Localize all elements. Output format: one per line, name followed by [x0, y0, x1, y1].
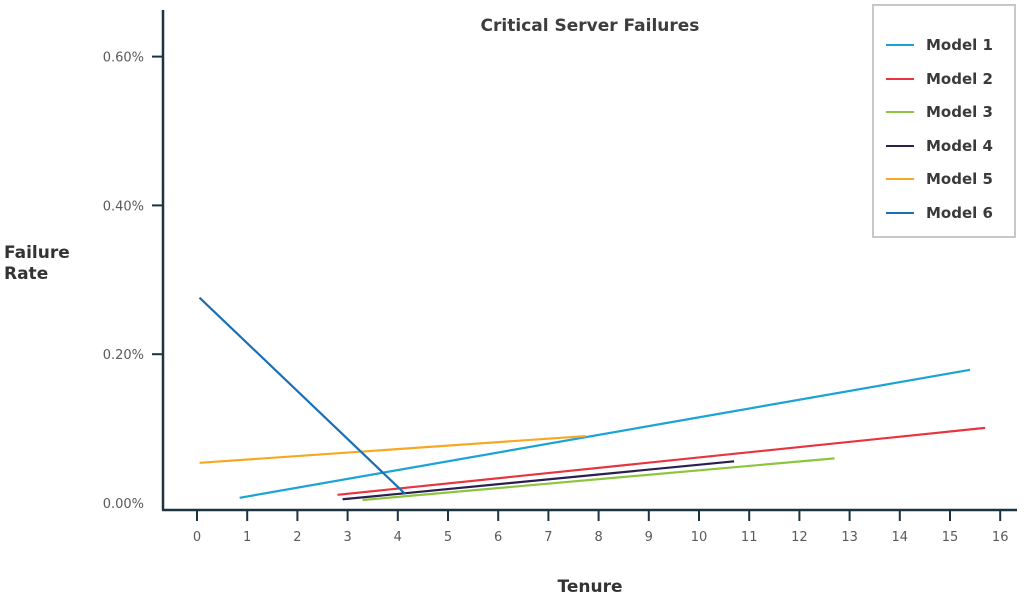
legend-swatch-icon: [886, 111, 914, 114]
y-tick-label: 0.40%: [103, 199, 144, 214]
legend-label: Model 3: [926, 103, 993, 122]
x-tick-label: 3: [343, 530, 351, 545]
legend-item: Model 1: [886, 35, 993, 55]
y-tick-label: 0.20%: [103, 348, 144, 363]
legend: Model 1 Model 2 Model 3 Model 4 Model 5 Model…: [872, 4, 1016, 238]
axes: [161, 10, 1017, 512]
series-model-5: [199, 434, 587, 464]
y-axis-title-line1: Failure: [4, 243, 70, 263]
x-tick-label: 2: [293, 530, 301, 545]
x-tick-label: 13: [841, 530, 858, 545]
x-tick-label: 5: [444, 530, 452, 545]
legend-item: Model 6: [886, 203, 993, 223]
y-tick-label: 0.60%: [103, 51, 144, 66]
legend-swatch-icon: [886, 77, 914, 80]
x-tick-label: 7: [544, 530, 552, 545]
legend-label: Model 2: [926, 69, 993, 88]
legend-item: Model 3: [886, 102, 993, 122]
series-model-1: [239, 368, 971, 499]
series-model-4: [342, 460, 735, 501]
legend-label: Model 4: [926, 136, 993, 155]
y-axis-title: Failure Rate: [4, 243, 70, 284]
x-tick-label: 6: [494, 530, 502, 545]
x-axis-ticks: 0 1 2 3 4 5 6 7 8 9 10 11 12 13 14 15 16: [193, 510, 1009, 545]
x-tick-label: 1: [243, 530, 251, 545]
x-tick-label: 14: [892, 530, 909, 545]
x-tick-label: 15: [942, 530, 959, 545]
x-tick-label: 4: [394, 530, 402, 545]
legend-label: Model 5: [926, 170, 993, 189]
series-model-2: [337, 426, 986, 496]
legend-item: Model 4: [886, 136, 993, 156]
y-tick-label: 0.00%: [103, 497, 144, 512]
x-tick-label: 16: [992, 530, 1009, 545]
series-model-6: [198, 296, 407, 495]
legend-item: Model 2: [886, 69, 993, 89]
legend-label: Model 1: [926, 36, 993, 54]
legend-swatch-icon: [886, 178, 914, 181]
data-series: [198, 296, 986, 502]
legend-swatch-icon: [886, 212, 914, 214]
legend-label: Model 6: [926, 204, 993, 222]
x-tick-label: 10: [691, 530, 708, 545]
x-tick-label: 12: [791, 530, 808, 545]
y-axis-title-line2: Rate: [4, 264, 48, 284]
legend-swatch-icon: [886, 144, 914, 147]
x-tick-label: 8: [594, 530, 602, 545]
x-tick-label: 9: [645, 530, 653, 545]
y-axis-ticks: 0.00% 0.20% 0.40% 0.60%: [103, 51, 163, 512]
legend-item: Model 5: [886, 169, 993, 189]
x-tick-label: 11: [741, 530, 758, 545]
x-tick-label: 0: [193, 530, 201, 545]
legend-swatch-icon: [886, 44, 914, 46]
series-model-3: [362, 457, 835, 502]
x-axis-title: Tenure: [558, 577, 623, 597]
chart-title: Critical Server Failures: [481, 16, 700, 36]
